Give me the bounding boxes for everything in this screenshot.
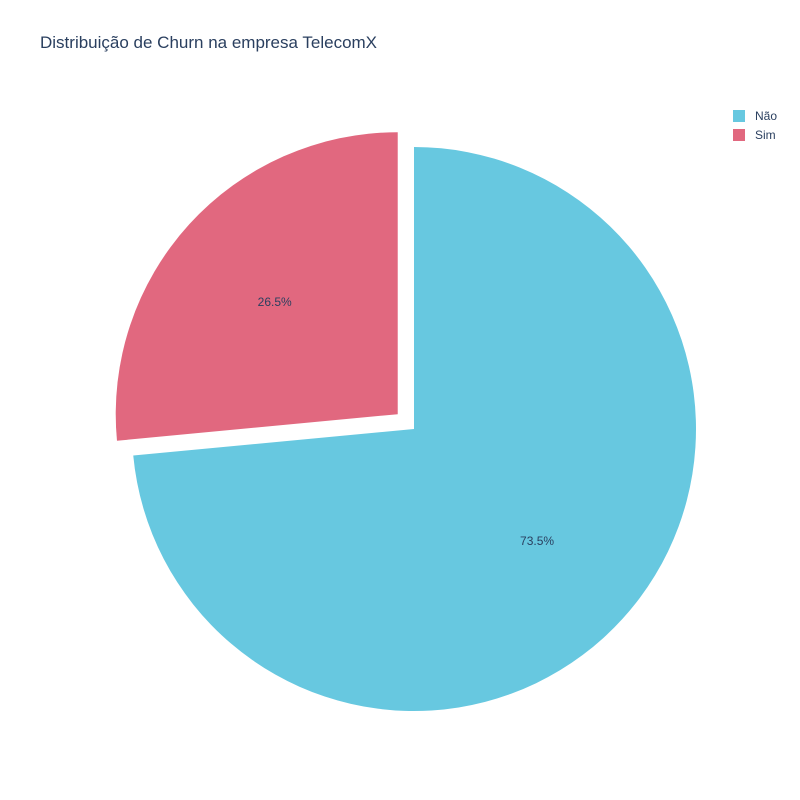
legend-item-nao[interactable]: Não xyxy=(733,106,777,125)
chart-title: Distribuição de Churn na empresa Telecom… xyxy=(40,33,378,52)
legend: Não Sim xyxy=(733,106,777,144)
pie-slice-sim[interactable] xyxy=(115,132,398,441)
slice-label-sim: 26.5% xyxy=(258,295,292,309)
legend-item-sim[interactable]: Sim xyxy=(733,125,777,144)
pie-slice-nao[interactable] xyxy=(133,147,697,711)
slice-label-nao: 73.5% xyxy=(520,534,554,548)
legend-label-nao: Não xyxy=(755,108,778,123)
legend-swatch-nao xyxy=(733,109,745,122)
legend-swatch-sim xyxy=(733,128,745,141)
legend-label-sim: Sim xyxy=(755,127,776,142)
